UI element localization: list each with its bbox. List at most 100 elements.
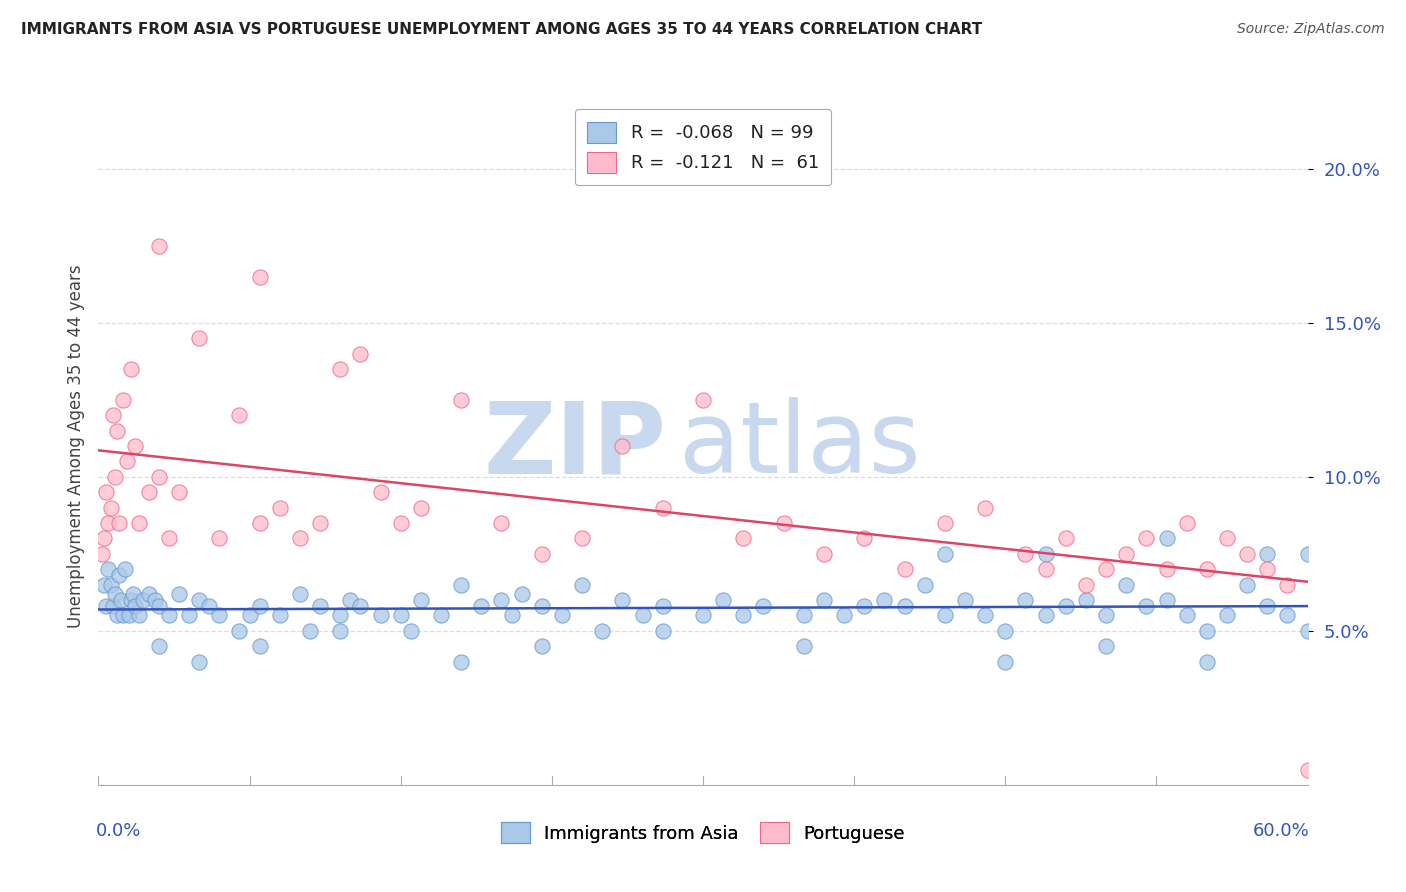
Point xyxy=(349,599,371,614)
Point xyxy=(115,454,138,468)
Point xyxy=(994,655,1017,669)
Point xyxy=(111,392,134,407)
Point xyxy=(96,485,118,500)
Point xyxy=(470,599,492,614)
Point xyxy=(138,485,160,500)
Point xyxy=(107,516,129,530)
Point xyxy=(853,532,876,546)
Point xyxy=(1095,562,1118,576)
Text: atlas: atlas xyxy=(679,398,921,494)
Point xyxy=(430,608,453,623)
Point xyxy=(100,577,122,591)
Point xyxy=(813,593,835,607)
Point xyxy=(571,532,593,546)
Point xyxy=(148,599,170,614)
Point xyxy=(1135,532,1157,546)
Point xyxy=(934,547,956,561)
Point xyxy=(124,599,146,614)
Text: IMMIGRANTS FROM ASIA VS PORTUGUESE UNEMPLOYMENT AMONG AGES 35 TO 44 YEARS CORREL: IMMIGRANTS FROM ASIA VS PORTUGUESE UNEMP… xyxy=(21,22,983,37)
Point xyxy=(651,624,673,638)
Point xyxy=(571,577,593,591)
Point xyxy=(450,577,472,591)
Point xyxy=(491,516,513,530)
Point xyxy=(711,593,734,607)
Point xyxy=(1115,577,1137,591)
Point xyxy=(692,608,714,623)
Point xyxy=(1115,547,1137,561)
Point xyxy=(157,532,180,546)
Point xyxy=(953,593,976,607)
Point xyxy=(105,608,128,623)
Point xyxy=(1054,599,1077,614)
Point xyxy=(853,599,876,614)
Point xyxy=(1216,532,1239,546)
Point xyxy=(101,408,124,422)
Point xyxy=(128,608,150,623)
Point xyxy=(409,500,432,515)
Point xyxy=(934,608,956,623)
Point xyxy=(1095,640,1118,654)
Point xyxy=(551,608,574,623)
Point xyxy=(120,362,142,376)
Point xyxy=(772,516,794,530)
Text: ZIP: ZIP xyxy=(484,398,666,494)
Point xyxy=(752,599,775,614)
Point xyxy=(832,608,855,623)
Point xyxy=(1277,577,1299,591)
Point xyxy=(309,599,332,614)
Point xyxy=(148,640,170,654)
Point xyxy=(1135,599,1157,614)
Point xyxy=(651,500,673,515)
Point xyxy=(793,640,815,654)
Point xyxy=(1175,516,1198,530)
Point xyxy=(208,532,231,546)
Point xyxy=(188,593,211,607)
Point xyxy=(96,599,118,614)
Point xyxy=(288,587,311,601)
Point xyxy=(1236,547,1258,561)
Point xyxy=(914,577,936,591)
Point xyxy=(733,608,755,623)
Point xyxy=(893,599,915,614)
Point xyxy=(893,562,915,576)
Point xyxy=(612,439,634,453)
Point xyxy=(370,485,392,500)
Point xyxy=(103,587,125,601)
Point xyxy=(651,599,673,614)
Point xyxy=(370,608,392,623)
Point xyxy=(349,346,371,360)
Point xyxy=(249,269,271,284)
Point xyxy=(107,568,129,582)
Point xyxy=(101,599,124,614)
Point xyxy=(1216,608,1239,623)
Point xyxy=(1156,593,1178,607)
Point xyxy=(111,608,134,623)
Point xyxy=(110,593,132,607)
Point xyxy=(269,500,291,515)
Point xyxy=(389,608,412,623)
Point xyxy=(1156,532,1178,546)
Point xyxy=(100,500,122,515)
Point xyxy=(269,608,291,623)
Point xyxy=(93,532,115,546)
Point xyxy=(530,599,553,614)
Point xyxy=(339,593,361,607)
Point xyxy=(329,608,352,623)
Point xyxy=(179,608,201,623)
Point xyxy=(157,608,180,623)
Point xyxy=(1195,624,1218,638)
Text: Source: ZipAtlas.com: Source: ZipAtlas.com xyxy=(1237,22,1385,37)
Point xyxy=(530,547,553,561)
Point xyxy=(249,640,271,654)
Point xyxy=(103,470,125,484)
Point xyxy=(114,562,136,576)
Point xyxy=(591,624,613,638)
Point xyxy=(138,587,160,601)
Point xyxy=(249,599,271,614)
Point xyxy=(128,516,150,530)
Point xyxy=(1014,593,1036,607)
Point xyxy=(1074,577,1097,591)
Point xyxy=(1277,608,1299,623)
Point xyxy=(120,593,142,607)
Point xyxy=(1296,763,1319,777)
